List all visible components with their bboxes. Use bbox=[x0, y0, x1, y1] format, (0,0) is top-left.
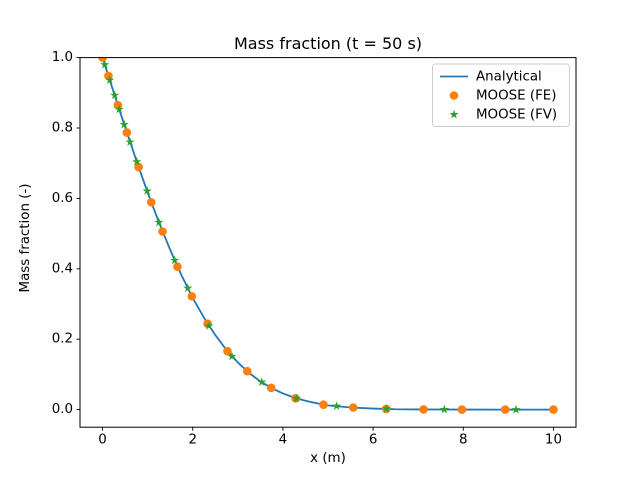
chart-title: Mass fraction (t = 50 s) bbox=[234, 34, 422, 53]
moose-fe-marker bbox=[173, 262, 182, 271]
legend: Analytical MOOSE (FE) MOOSE (FV) bbox=[432, 63, 570, 127]
moose-fe-marker bbox=[187, 291, 197, 301]
legend-label-moose-fe: MOOSE (FE) bbox=[476, 89, 556, 104]
moose-fv-marker bbox=[142, 186, 152, 195]
moose-fv-marker bbox=[382, 404, 392, 413]
moose-fv-marker bbox=[332, 401, 342, 410]
moose-fe-marker bbox=[319, 400, 328, 409]
legend-box bbox=[432, 63, 570, 127]
moose-fe-marker bbox=[158, 227, 167, 236]
moose-fv-marker bbox=[183, 283, 193, 293]
moose-fv-marker bbox=[114, 104, 124, 114]
moose-fv-marker bbox=[170, 255, 180, 265]
legend-circle-sample bbox=[449, 91, 459, 100]
legend-label-analytical: Analytical bbox=[476, 70, 542, 85]
moose-fe-marker bbox=[146, 197, 156, 207]
moose-fe-marker bbox=[457, 405, 467, 414]
x-tick-label: 10 bbox=[545, 432, 562, 447]
axes-frame bbox=[79, 57, 577, 428]
x-tick-label: 6 bbox=[369, 432, 378, 447]
moose-fv-marker bbox=[291, 393, 301, 403]
moose-fe-marker bbox=[419, 405, 428, 414]
moose-fv-marker bbox=[204, 321, 214, 330]
moose-fv-marker bbox=[227, 351, 237, 361]
moose-fe-marker bbox=[500, 405, 510, 414]
moose-fe-marker bbox=[223, 346, 232, 356]
moose-fv-marker bbox=[119, 119, 129, 129]
y-tick-label: 0.8 bbox=[52, 121, 73, 136]
moose-fv-marker bbox=[154, 217, 164, 227]
moose-fv-marker bbox=[439, 404, 449, 414]
x-axis-label: x (m) bbox=[310, 451, 346, 466]
y-tick-label: 0.6 bbox=[52, 191, 73, 206]
y-tick-label: 0.2 bbox=[52, 332, 73, 347]
moose-fv-marker bbox=[511, 404, 521, 414]
moose-fe-marker bbox=[242, 366, 252, 376]
axis-ticks: 0 2 4 6 8 10 0.0 0.2 0.4 0.6 0.8 1.0 bbox=[52, 50, 562, 447]
moose-fe-marker bbox=[549, 405, 558, 414]
moose-fe-marker bbox=[122, 128, 132, 137]
moose-fe-marker bbox=[348, 403, 358, 412]
moose-fv-marker bbox=[110, 90, 120, 100]
moose-fv-marker bbox=[100, 59, 110, 69]
x-tick-label: 0 bbox=[98, 432, 107, 447]
legend-star-sample bbox=[449, 109, 459, 119]
moose-fe-marker bbox=[134, 162, 143, 172]
x-tick-label: 4 bbox=[279, 432, 288, 447]
y-axis-label: Mass fraction (-) bbox=[18, 184, 33, 293]
legend-label-moose-fv: MOOSE (FV) bbox=[476, 108, 557, 123]
y-tick-label: 0.0 bbox=[52, 402, 73, 417]
moose-fv-marker bbox=[132, 156, 142, 166]
moose-fv-marker bbox=[125, 137, 135, 146]
plot-area bbox=[98, 57, 558, 414]
moose-fv-marker bbox=[105, 75, 115, 85]
y-tick-label: 0.4 bbox=[52, 261, 73, 276]
moose-fv-marker bbox=[257, 377, 267, 387]
x-tick-label: 8 bbox=[459, 432, 468, 447]
moose-fe-marker bbox=[266, 383, 276, 393]
x-tick-label: 2 bbox=[188, 432, 197, 447]
y-tick-label: 1.0 bbox=[52, 50, 73, 65]
